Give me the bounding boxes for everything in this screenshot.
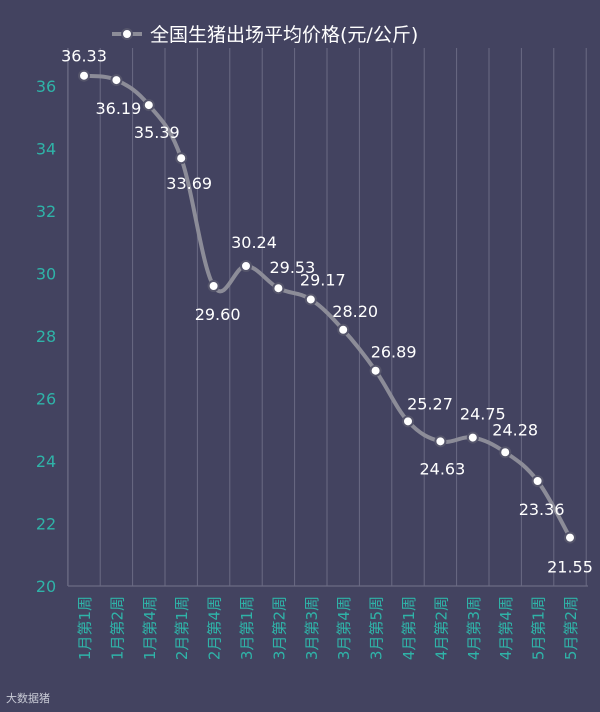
x-tick-label: 1月第1周 [76, 596, 94, 660]
gridlines [67, 48, 587, 586]
series-line [82, 73, 572, 540]
data-point [434, 435, 447, 448]
y-tick-label: 30 [36, 265, 56, 284]
y-tick-label: 20 [36, 577, 56, 596]
x-tick-label: 5月第2周 [562, 596, 580, 660]
x-tick-label: 5月第1周 [530, 596, 548, 660]
data-label: 21.55 [547, 558, 593, 577]
x-tick-label: 3月第1周 [238, 596, 256, 660]
x-tick-label: 4月第3周 [465, 596, 483, 660]
data-point [110, 74, 123, 87]
data-point [402, 415, 414, 428]
y-tick-label: 34 [36, 140, 56, 159]
legend-entry: 全国生猪出场平均价格(元/公斤) [150, 24, 418, 46]
data-label: 29.17 [300, 270, 346, 289]
x-tick-label: 3月第5周 [368, 596, 386, 660]
data-point [207, 280, 220, 292]
data-label: 29.53 [269, 258, 315, 277]
legend: 全国生猪出场平均价格(元/公斤) [112, 24, 418, 46]
y-tick-label: 36 [36, 77, 56, 96]
y-tick-label: 32 [36, 202, 56, 221]
x-tick-label: 2月第1周 [173, 596, 191, 660]
data-label: 24.63 [419, 459, 465, 478]
data-label: 29.60 [195, 305, 241, 324]
y-tick-label: 22 [36, 515, 56, 534]
y-tick-label: 28 [36, 327, 56, 346]
data-label: 33.69 [166, 174, 212, 193]
data-point [499, 446, 512, 459]
data-label: 26.89 [371, 343, 417, 362]
y-tick-labels: 20 22 24 26 28 30 32 34 36 [36, 77, 56, 596]
data-point [175, 152, 188, 165]
data-point [466, 431, 479, 444]
data-point [564, 531, 576, 544]
x-tick-label: 2月第4周 [206, 596, 224, 660]
data-label: 35.39 [134, 123, 180, 142]
data-point [240, 260, 252, 272]
data-point [369, 364, 382, 377]
data-label: 24.28 [492, 420, 538, 439]
x-tick-label: 4月第2周 [432, 596, 450, 660]
x-tick-label: 3月第3周 [303, 596, 321, 660]
x-tick-label: 3月第2周 [270, 596, 288, 660]
data-point [531, 475, 544, 487]
legend-marker-swatch [121, 28, 133, 40]
watermark: 大数据猪 [6, 692, 50, 705]
x-tick-label: 4月第4周 [497, 596, 515, 660]
x-tick-labels: 1月第1周 1月第2周 1月第4周 2月第1周 2月第4周 3月第1周 3月第2周 3月第3周… [76, 596, 580, 660]
data-label: 25.27 [407, 394, 453, 413]
x-tick-label: 3月第4周 [335, 596, 353, 660]
data-labels: 36.33 36.19 35.39 33.69 29.60 30.24 29.5329.17… [61, 47, 593, 577]
data-point [272, 282, 285, 295]
y-tick-label: 24 [36, 452, 56, 471]
data-label: 28.20 [332, 302, 378, 321]
x-tick-label: 4月第1周 [400, 596, 418, 660]
data-point [337, 323, 350, 336]
data-label: 36.19 [95, 99, 141, 118]
data-label: 23.36 [519, 500, 565, 519]
x-tick-label: 1月第2周 [108, 596, 126, 660]
x-tick-label: 1月第4周 [141, 596, 159, 660]
data-point [78, 69, 90, 82]
data-point [304, 293, 317, 306]
data-label: 24.75 [460, 405, 506, 424]
data-point [142, 99, 155, 112]
data-label: 30.24 [231, 233, 277, 252]
data-points [78, 69, 576, 544]
axes [67, 48, 588, 587]
y-tick-label: 26 [36, 390, 56, 409]
data-label: 36.33 [61, 47, 107, 66]
